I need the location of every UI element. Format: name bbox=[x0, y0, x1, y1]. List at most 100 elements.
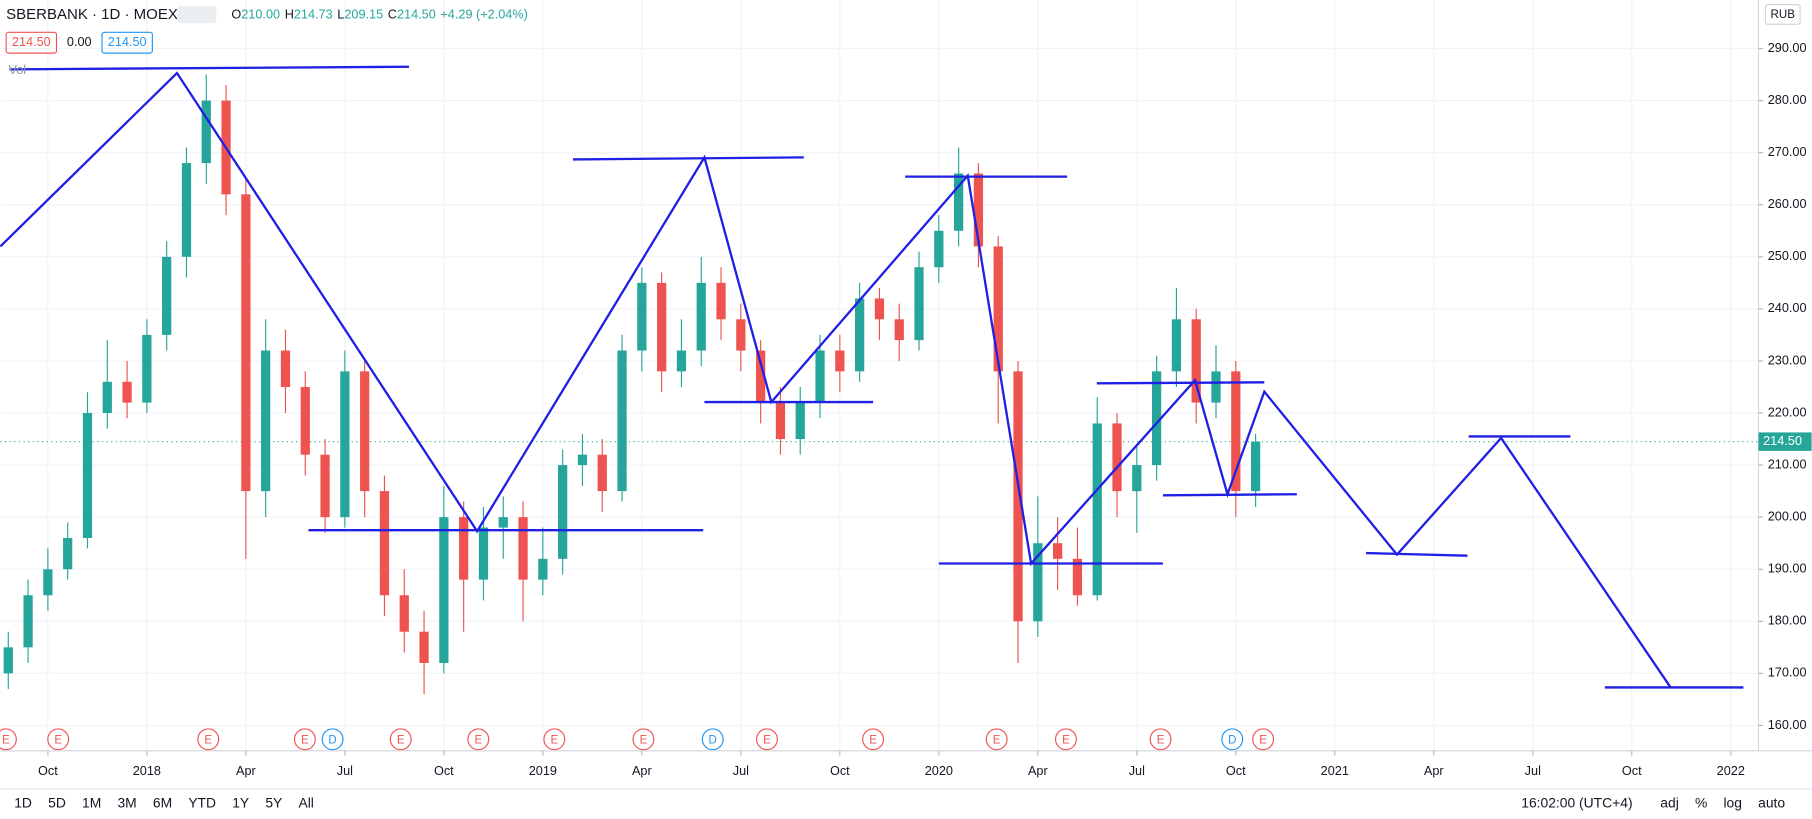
event-marker[interactable] bbox=[321, 728, 344, 751]
toolbar: 1D 5D 1M 3M 6M YTD 1Y 5Y All 16:02:00 (UTC+4) adj%… bbox=[14, 795, 1785, 811]
candle-body bbox=[1112, 423, 1122, 492]
event-marker[interactable] bbox=[1221, 728, 1244, 751]
event-marker[interactable] bbox=[985, 728, 1008, 751]
range-button[interactable]: YTD bbox=[188, 795, 216, 811]
event-marker[interactable] bbox=[47, 728, 70, 751]
range-button[interactable]: 1Y bbox=[232, 795, 249, 811]
event-marker[interactable] bbox=[862, 728, 885, 751]
candle-body bbox=[577, 454, 588, 466]
candle bbox=[280, 329, 291, 414]
candle-body bbox=[756, 350, 766, 403]
candle bbox=[736, 303, 746, 372]
ohlc-key: O bbox=[231, 7, 241, 21]
candle bbox=[1191, 308, 1201, 424]
event-marker[interactable] bbox=[543, 728, 566, 751]
candle bbox=[775, 386, 786, 455]
candle bbox=[993, 235, 1003, 424]
candle bbox=[1151, 355, 1162, 481]
candle bbox=[914, 251, 924, 351]
compare-button[interactable] bbox=[177, 5, 217, 24]
candle-body bbox=[340, 371, 350, 518]
candle-body bbox=[419, 631, 429, 663]
option-button[interactable]: auto bbox=[1758, 795, 1785, 811]
event-marker[interactable] bbox=[1252, 728, 1275, 751]
candle-body bbox=[280, 350, 291, 387]
candle-body bbox=[894, 319, 904, 341]
option-button[interactable]: % bbox=[1695, 795, 1707, 811]
trend-line bbox=[1162, 493, 1297, 497]
candle-body bbox=[538, 558, 548, 580]
candle bbox=[1132, 444, 1142, 533]
x-tick-label: Apr bbox=[632, 764, 653, 778]
event-marker[interactable] bbox=[632, 728, 655, 751]
candle-body bbox=[300, 386, 310, 455]
candle-body bbox=[261, 350, 271, 492]
price-badge: 214.50 bbox=[108, 35, 147, 49]
event-marker[interactable] bbox=[467, 728, 490, 751]
range-button[interactable]: 5Y bbox=[265, 795, 282, 811]
candle bbox=[657, 272, 667, 393]
candle bbox=[1112, 413, 1122, 518]
range-button[interactable]: All bbox=[298, 795, 313, 811]
candle-body bbox=[399, 595, 409, 632]
candle-body bbox=[379, 491, 390, 596]
range-button[interactable]: 1M bbox=[82, 795, 101, 811]
candle bbox=[1171, 288, 1182, 387]
candle bbox=[676, 319, 687, 387]
event-label: E bbox=[474, 734, 482, 746]
x-tick-label: 2020 bbox=[925, 764, 953, 778]
event-marker[interactable] bbox=[389, 728, 412, 751]
range-button[interactable]: 6M bbox=[153, 795, 172, 811]
event-marker[interactable] bbox=[197, 728, 220, 751]
ohlc-value: 210.00 bbox=[241, 7, 280, 21]
y-tick-label: 240.00 bbox=[1768, 301, 1807, 315]
candle-body bbox=[954, 173, 964, 231]
x-tick-label: Oct bbox=[830, 764, 850, 778]
event-marker[interactable] bbox=[1054, 728, 1077, 751]
candle bbox=[934, 215, 944, 283]
header: SBERBANK · 1D · MOEX RUB Vol O 210.00 H 214… bbox=[5, 4, 1801, 77]
x-tick-label: 2021 bbox=[1321, 764, 1349, 778]
candle-body bbox=[1151, 371, 1162, 466]
candle-body bbox=[874, 298, 885, 320]
range-button[interactable]: 3M bbox=[117, 795, 136, 811]
candle-body bbox=[914, 267, 924, 341]
candle-body bbox=[162, 256, 172, 335]
candle bbox=[122, 360, 132, 419]
y-tick-label: 250.00 bbox=[1768, 249, 1807, 263]
event-label: E bbox=[640, 734, 648, 746]
candle-body bbox=[82, 413, 93, 538]
y-tick-label: 190.00 bbox=[1768, 562, 1807, 576]
candle bbox=[261, 319, 271, 518]
candle-body bbox=[775, 402, 786, 440]
candle bbox=[82, 392, 93, 549]
event-marker[interactable] bbox=[0, 728, 17, 751]
candle bbox=[320, 439, 330, 533]
range-button[interactable]: 1D bbox=[14, 795, 32, 811]
event-marker[interactable] bbox=[701, 728, 724, 751]
x-tick-label: Jul bbox=[1525, 764, 1541, 778]
option-button[interactable]: log bbox=[1723, 795, 1742, 811]
candle bbox=[835, 334, 845, 393]
candle-body bbox=[993, 246, 1003, 372]
candle bbox=[1013, 360, 1023, 663]
range-button[interactable]: 5D bbox=[48, 795, 66, 811]
candle bbox=[954, 147, 964, 247]
y-tick-label: 180.00 bbox=[1768, 614, 1807, 628]
trend-line bbox=[9, 65, 410, 71]
event-marker[interactable] bbox=[756, 728, 778, 751]
event-label: E bbox=[2, 734, 10, 746]
symbol-title: SBERBANK · 1D · MOEX bbox=[6, 6, 178, 23]
candle-body bbox=[241, 194, 251, 492]
candle-body bbox=[716, 282, 726, 320]
y-tick-label: 270.00 bbox=[1768, 145, 1807, 159]
candle-body bbox=[973, 173, 984, 247]
last-price-box bbox=[1758, 432, 1812, 451]
candle bbox=[1053, 517, 1063, 591]
candle-body bbox=[617, 350, 627, 492]
candle-body bbox=[439, 517, 449, 663]
event-marker[interactable] bbox=[293, 728, 316, 751]
event-marker[interactable] bbox=[1149, 728, 1172, 751]
candle bbox=[558, 449, 568, 575]
option-button[interactable]: adj bbox=[1660, 795, 1678, 811]
